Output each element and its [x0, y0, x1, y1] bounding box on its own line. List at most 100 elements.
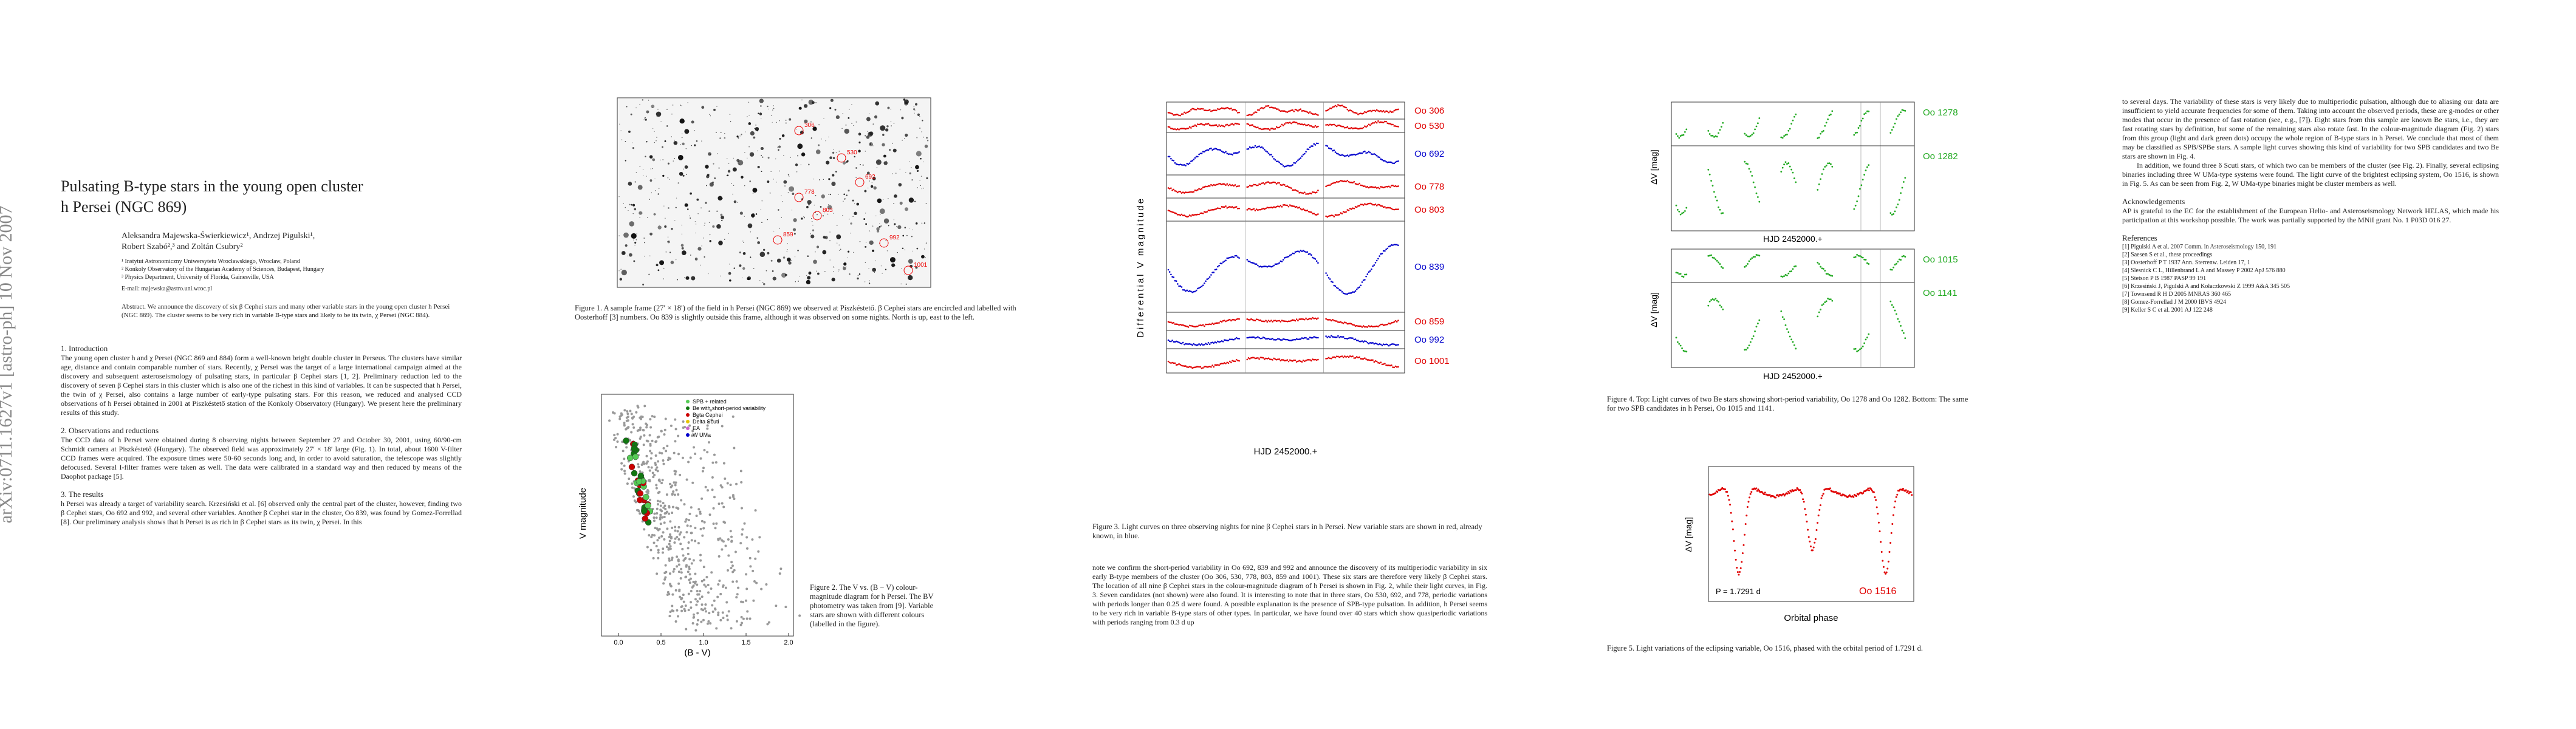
cmd-dot — [671, 505, 674, 508]
cmd-dot — [616, 433, 619, 436]
curve-dot — [1754, 186, 1756, 188]
paragraph: to several days. The variability of thes… — [2122, 97, 2499, 160]
curve-dot — [1259, 208, 1262, 211]
curve-dot — [1856, 253, 1858, 256]
cmd-dot — [664, 564, 667, 567]
star-dot — [630, 113, 632, 115]
star-dot — [858, 132, 862, 136]
curve-dot — [1249, 208, 1251, 210]
curve-dot — [1384, 186, 1386, 188]
curve-dot — [1184, 128, 1185, 130]
curve-dot — [1218, 124, 1220, 126]
curve-dot — [1710, 299, 1712, 301]
star-dot — [632, 239, 634, 241]
cmd-dot — [635, 411, 638, 414]
curve-dot — [1380, 186, 1382, 188]
star-dot — [829, 259, 831, 261]
curve-dot — [1292, 164, 1293, 166]
curve-dot — [1262, 108, 1264, 109]
cmd-dot — [668, 557, 671, 560]
star-dot — [667, 177, 669, 179]
cmd-dot — [643, 405, 646, 408]
cmd-dot — [669, 611, 672, 614]
cmd-dot — [727, 610, 730, 613]
curve-dot — [1329, 278, 1331, 280]
cmd-dot — [663, 504, 666, 507]
cmd-dot — [673, 451, 676, 454]
curve-dot — [1354, 112, 1357, 114]
cmd-dot — [733, 498, 736, 501]
curve-dot — [1754, 128, 1756, 131]
curve-dot — [1300, 338, 1302, 340]
star-dot — [690, 217, 691, 219]
curve-dot — [1173, 160, 1175, 162]
curve-dot — [1901, 488, 1903, 491]
cmd-dot — [651, 415, 654, 418]
cmd-dot — [677, 507, 680, 510]
curve-dot — [1335, 180, 1338, 183]
frame — [617, 97, 931, 288]
curve-dot — [1262, 265, 1264, 268]
curve-dot — [1868, 110, 1870, 112]
cmd-dot — [722, 521, 725, 524]
curve-dot — [1317, 190, 1319, 191]
curve-dot — [1225, 107, 1227, 109]
star-dot — [823, 236, 826, 239]
curve-dot — [1199, 123, 1202, 125]
star-dot — [901, 268, 902, 269]
star-dot — [795, 163, 798, 166]
curve-dot — [1188, 126, 1191, 128]
curve-dot — [1292, 319, 1293, 321]
curve-dot — [1305, 337, 1307, 339]
curve-dot — [1358, 128, 1360, 130]
curve-dot — [1374, 154, 1377, 156]
cmd-dot — [710, 571, 713, 574]
curve-dot — [1894, 309, 1896, 312]
curve-dot — [1202, 108, 1204, 110]
curve-dot — [1198, 343, 1200, 345]
curve-dot — [1332, 281, 1334, 283]
marker-circle — [855, 177, 865, 187]
curve-dot — [1219, 125, 1222, 128]
cmd-dot — [654, 464, 657, 467]
curve-dot — [1783, 275, 1785, 277]
curve-dot — [1348, 323, 1350, 325]
curve-dot — [1284, 166, 1286, 168]
curve-dot — [1174, 323, 1176, 325]
curve-dot — [1344, 180, 1346, 182]
star-dot — [897, 252, 899, 253]
curve-dot — [1226, 361, 1228, 363]
cmd-dot — [680, 499, 683, 502]
star-label: Oo 1015 — [1923, 255, 1958, 265]
title: Pulsating B-type stars in the young open… — [61, 176, 462, 217]
star-dot — [637, 185, 643, 190]
cmd-dot — [660, 452, 663, 455]
curve-dot — [1358, 325, 1360, 327]
curve-dot — [1173, 211, 1175, 213]
curve-dot — [1369, 186, 1371, 188]
curve-dot — [1184, 365, 1185, 367]
curve-dot — [1718, 261, 1719, 264]
curve-dot — [1734, 549, 1736, 552]
curve-dot — [1211, 109, 1213, 112]
cmd-dot — [671, 512, 674, 515]
star-dot — [858, 273, 861, 275]
star-dot — [679, 171, 683, 176]
curve-dot — [1358, 152, 1360, 154]
cmd-dot — [775, 604, 778, 608]
curve-dot — [1789, 270, 1791, 273]
curve-dot — [1292, 109, 1293, 111]
curve-dot — [1300, 208, 1302, 210]
cmd-dot — [696, 618, 699, 621]
curve-dot — [1366, 151, 1369, 154]
curve-dot — [1795, 265, 1797, 267]
curve-dot — [1284, 184, 1286, 186]
curve-dot — [1198, 108, 1200, 110]
cmd-dot — [719, 537, 722, 540]
legend-swatch — [686, 433, 690, 437]
cmd-dot — [691, 434, 694, 437]
curve-dot — [1780, 171, 1783, 173]
curve-dot — [1293, 121, 1295, 123]
star-dot — [854, 156, 855, 158]
curve-dot — [1803, 501, 1805, 503]
